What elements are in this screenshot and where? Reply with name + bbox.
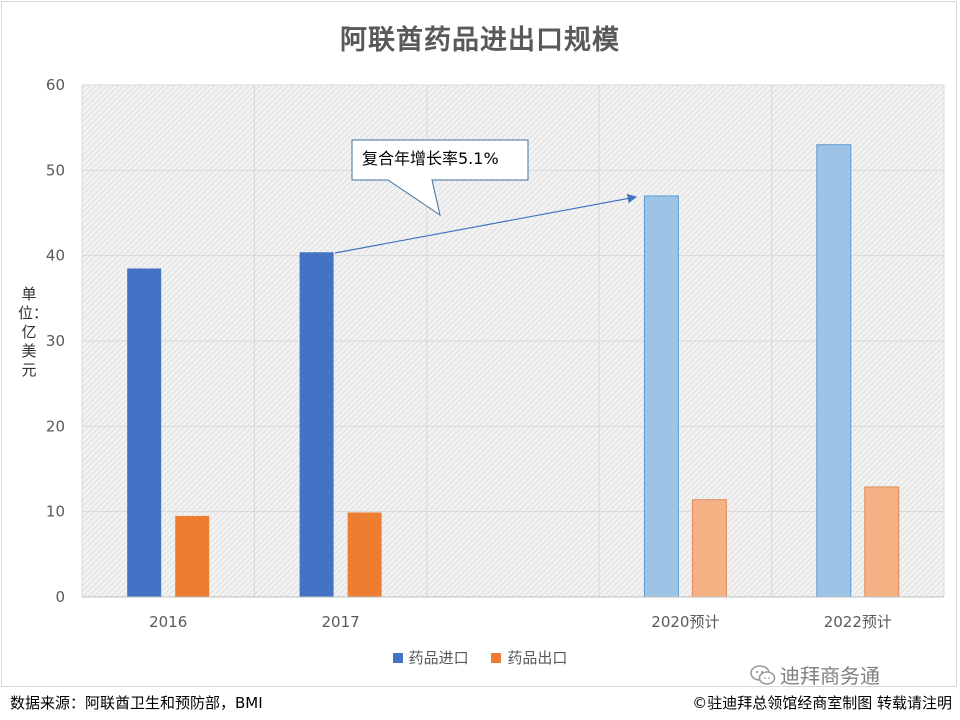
chart-title: 阿联酋药品进出口规模 <box>340 25 620 56</box>
bars <box>127 144 900 598</box>
growth-arrow <box>334 193 638 254</box>
legend-item-export: 药品出口 <box>491 647 567 668</box>
bar-import <box>643 195 679 598</box>
bar-import <box>816 144 852 598</box>
y-tick-label: 10 <box>46 503 65 521</box>
chart-frame <box>1 1 957 687</box>
y-tick-label: 30 <box>46 332 65 350</box>
legend-swatch-import <box>392 653 403 663</box>
copyright-note: ©驻迪拜总领馆经商室制图 转载请注明 <box>692 694 952 712</box>
x-tick-label: 2022预计 <box>824 613 892 631</box>
y-tick-label: 20 <box>46 417 65 435</box>
watermark: 迪拜商务通 <box>750 660 880 691</box>
bar-export <box>864 486 900 598</box>
legend-item-import: 药品进口 <box>392 647 469 668</box>
y-axis-label: 单位：亿美元 <box>18 285 49 379</box>
bar-export <box>347 512 382 597</box>
y-tick-label: 0 <box>55 588 65 606</box>
source-note: 数据来源：阿联酋卫生和预防部，BMI <box>10 694 263 712</box>
x-tick-label: 2016 <box>149 613 187 631</box>
bar-import <box>127 268 162 597</box>
bar-export <box>691 499 727 598</box>
legend: 药品进口 药品出口 <box>0 647 960 668</box>
bar-import <box>299 252 334 597</box>
watermark-text: 迪拜商务通 <box>780 664 880 688</box>
callout-text: 复合年增长率5.1% <box>362 149 499 168</box>
wechat-icon <box>750 664 776 691</box>
legend-label-export: 药品出口 <box>507 649 568 667</box>
x-tick-label: 2017 <box>322 613 360 631</box>
axis-ticks: 0 10 20 30 40 50 60 2016 2017 2020预计 2022预计 <box>46 76 944 631</box>
legend-swatch-export <box>491 653 502 663</box>
x-tick-label: 2020预计 <box>651 613 719 631</box>
y-tick-label: 40 <box>46 247 65 265</box>
legend-label-import: 药品进口 <box>408 649 469 667</box>
annotation: 复合年增长率5.1% <box>334 139 638 254</box>
y-tick-label: 50 <box>46 161 65 179</box>
bar-export <box>175 515 210 597</box>
y-tick-label: 60 <box>46 76 65 94</box>
callout-box <box>351 139 529 217</box>
